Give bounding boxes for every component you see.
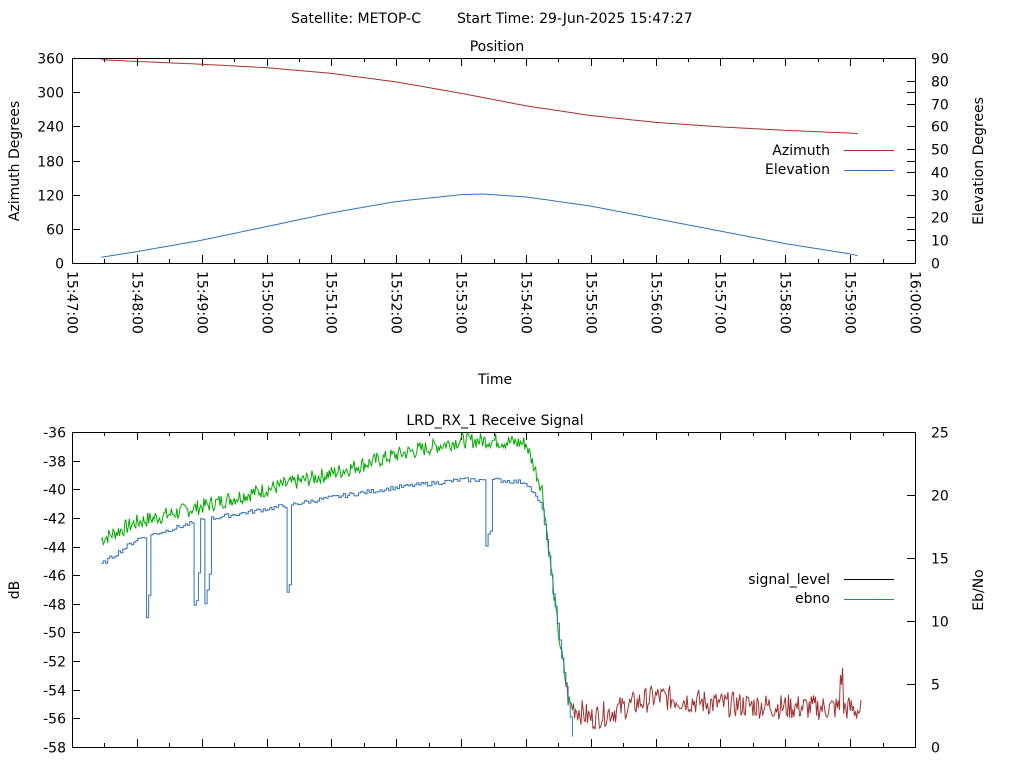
signal-y-tick-label: -36	[43, 426, 66, 442]
ebno-line	[101, 477, 573, 737]
position-y-tick-label: 180	[37, 155, 64, 171]
signal-y-tick-label: -58	[43, 741, 66, 757]
position-x-label: Time	[477, 372, 512, 388]
receive-signal-chart: LRD_RX_1 Receive Signal dB Eb/No -36 -38 -…	[7, 413, 987, 757]
signal-y-tick-label: -44	[43, 541, 66, 557]
position-x-tick-label: 15:55:00	[583, 271, 599, 334]
position-series-azimuth	[101, 59, 858, 135]
signal-y2-tick-label: 10	[931, 615, 949, 631]
position-y-tick-label: 300	[37, 86, 64, 102]
position-plot-frame	[72, 58, 916, 264]
position-y-label: Azimuth Degrees	[7, 101, 23, 221]
signal-legend: signal_level ebno	[748, 572, 894, 607]
signal-level-line	[567, 696, 572, 706]
position-x-tick-label: 15:53:00	[453, 271, 469, 334]
position-x-tick-label: 15:48:00	[129, 271, 145, 334]
position-y2-tick-label: 60	[931, 120, 949, 136]
signal-y-tick-label: -56	[43, 712, 66, 728]
position-y2-tick-label: 70	[931, 98, 949, 114]
signal-y2-tick-label: 20	[931, 489, 949, 505]
position-x-tick-label: 16:00:00	[907, 271, 923, 334]
signal-y2-tick-label: 25	[931, 426, 949, 442]
signal-y-tick-label: -52	[43, 655, 66, 671]
position-chart-title: Position	[470, 39, 525, 55]
signal-y2-tick-label: 5	[931, 678, 940, 694]
signal-level-line	[100, 431, 568, 686]
signal-y2-tick-label: 15	[931, 552, 949, 568]
position-y-tick-label: 0	[55, 257, 64, 273]
signal-y2-label: Eb/No	[971, 569, 987, 611]
position-y-tick-label: 60	[46, 223, 64, 239]
legend-ebno-label: ebno	[795, 591, 830, 607]
position-y2-label: Elevation Degrees	[971, 97, 987, 225]
position-y2-tick-label: 40	[931, 166, 949, 182]
position-legend: Azimuth Elevation	[765, 143, 894, 178]
position-x-tick-label: 15:49:00	[194, 271, 210, 334]
satellite-title: Satellite: METOP-C	[291, 11, 421, 27]
signal-y-tick-label: -48	[43, 598, 66, 614]
position-x-tick-label: 15:54:00	[518, 271, 534, 334]
position-y2-tick-label: 80	[931, 75, 949, 91]
position-y2-tick-label: 20	[931, 211, 949, 227]
position-y-tick-label: 120	[37, 189, 64, 205]
start-time-title: Start Time: 29-Jun-2025 15:47:27	[457, 11, 693, 27]
signal-y-tick-label: -42	[43, 512, 66, 528]
position-series-elevation	[101, 193, 858, 258]
position-x-tick-label: 15:51:00	[323, 271, 339, 334]
position-y2-tick-label: 30	[931, 189, 949, 205]
position-y-tick-label: 240	[37, 120, 64, 136]
position-y2-tick-label: 90	[931, 52, 949, 68]
receive-signal-title: LRD_RX_1 Receive Signal	[406, 413, 583, 429]
position-x-tick-label: 15:58:00	[777, 271, 793, 334]
legend-azimuth-label: Azimuth	[772, 143, 830, 159]
signal-y-tick-label: -54	[43, 684, 66, 700]
signal-y-tick-label: -40	[43, 483, 66, 499]
position-x-tick-label: 15:56:00	[648, 271, 664, 334]
signal-y-tick-label: -38	[43, 455, 66, 471]
position-y-tick-label: 360	[37, 52, 64, 68]
position-y2-tick-label: 50	[931, 143, 949, 159]
legend-elevation-label: Elevation	[765, 162, 830, 178]
signal-y-tick-label: -50	[43, 626, 66, 642]
signal-y-label: dB	[7, 581, 23, 600]
position-chart: Position Time Azimuth Degrees Elevation …	[7, 39, 987, 388]
legend-signal-level-label: signal_level	[748, 572, 830, 588]
position-y2-tick-label: 0	[931, 257, 940, 273]
position-x-tick-label: 15:52:00	[388, 271, 404, 334]
signal-y2-tick-label: 0	[931, 741, 940, 757]
signal-y-tick-label: -46	[43, 569, 66, 585]
position-x-tick-label: 15:59:00	[842, 271, 858, 334]
position-y2-tick-label: 10	[931, 234, 949, 250]
position-x-tick-label: 15:57:00	[712, 271, 728, 334]
signal-level-line	[573, 667, 862, 730]
position-x-tick-label: 15:47:00	[64, 271, 80, 334]
position-x-tick-label: 15:50:00	[259, 271, 275, 334]
